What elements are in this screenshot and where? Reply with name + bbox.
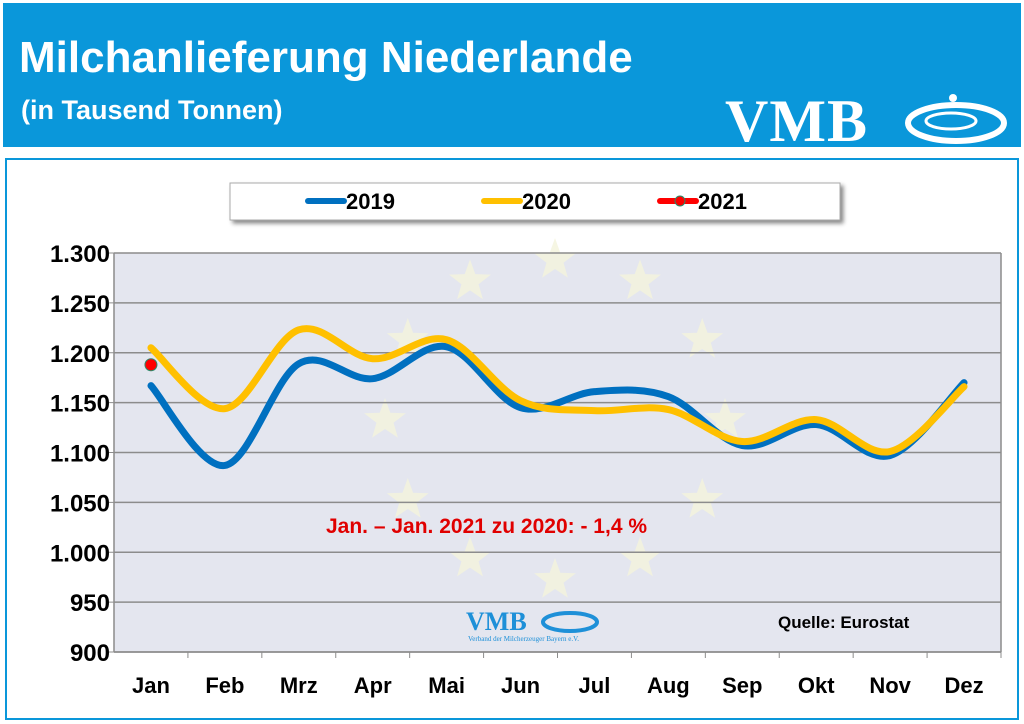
watermark-swirl-icon [541,611,599,633]
vmb-logo-swirl-icon [905,94,1007,144]
eu-star-icon [619,536,661,577]
x-tick-label: Jun [501,673,540,698]
eu-star-icon [449,259,491,300]
legend-marker-2021 [674,195,686,207]
watermark-text: Verband der Milcherzeuger Bayern e.V. [468,635,579,643]
x-tick-label: Sep [722,673,762,698]
x-tick-label: Nov [869,673,911,698]
series-point-2021 [144,358,158,372]
y-tick-label: 1.050 [50,490,110,517]
eu-star-icon [681,318,724,358]
chart-annotation: Jan. – Jan. 2021 zu 2020: - 1,4 % [326,515,647,538]
y-tick-label: 1.000 [50,540,110,567]
eu-star-icon [534,558,576,598]
x-tick-label: Feb [205,673,244,698]
x-tick-label: Mrz [280,673,318,698]
legend-label: 2021 [698,189,747,214]
eu-star-icon [386,318,429,358]
page-title: Milchanlieferung Niederlande [19,33,633,82]
x-tick-label: Aug [647,673,690,698]
y-tick-label: 1.300 [50,241,110,268]
eu-star-icon [449,536,491,577]
y-tick-label: 1.250 [50,291,110,318]
eu-star-icon [386,478,429,518]
eu-star-icon [534,238,576,278]
y-tick-label: 1.200 [50,341,110,368]
vmb-logo: VMB [725,88,868,154]
legend-label: 2020 [522,189,571,214]
page-subtitle: (in Tausend Tonnen) [21,95,283,125]
source-label: Quelle: Eurostat [778,613,910,632]
series-line-2020 [147,325,968,456]
eu-star-icon [619,259,661,300]
header-banner: Milchanlieferung Niederlande (in Tausend… [3,3,1021,154]
y-tick-label: 1.100 [50,441,110,468]
x-tick-label: Okt [798,673,835,698]
eu-star-icon [364,398,406,438]
x-tick-label: Dez [944,673,983,698]
x-tick-label: Mai [428,673,465,698]
watermark-logo: VMB [466,607,527,636]
x-tick-label: Apr [354,673,392,698]
y-tick-label: 1.150 [50,391,110,418]
eu-star-icon [681,478,724,518]
x-tick-label: Jan [132,673,170,698]
eu-star-icon [704,398,746,438]
legend-label: 2019 [346,189,395,214]
y-tick-label: 950 [70,590,110,617]
y-tick-label: 900 [70,640,110,667]
x-tick-label: Jul [579,673,611,698]
